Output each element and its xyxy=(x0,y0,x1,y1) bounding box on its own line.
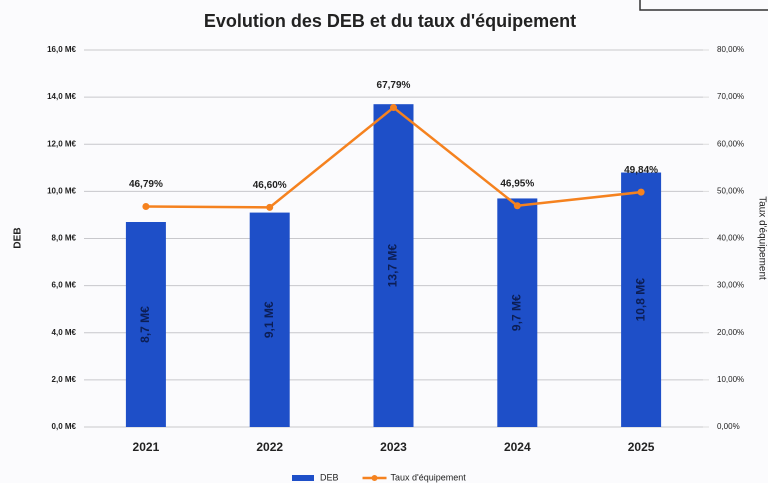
y2-tick-label: 80,00% xyxy=(717,45,744,54)
y2-tick-label: 70,00% xyxy=(717,92,744,101)
line-point xyxy=(637,188,645,196)
legend-label: Taux d'équipement xyxy=(391,472,467,482)
y-tick-label: 4,0 M€ xyxy=(52,328,77,337)
chart-title: Evolution des DEB et du taux d'équipemen… xyxy=(204,11,576,31)
y-tick-label: 10,0 M€ xyxy=(47,186,76,195)
bar-value-label: 8,7 M€ xyxy=(138,306,152,343)
bar xyxy=(249,212,290,427)
y-tick-label: 0,0 M€ xyxy=(52,422,77,431)
line-value-label: 46,60% xyxy=(253,180,287,191)
legend-swatch xyxy=(292,475,314,481)
bar-value-label: 9,1 M€ xyxy=(262,301,276,338)
bar xyxy=(621,172,662,427)
y-tick-label: 16,0 M€ xyxy=(47,45,76,54)
legend-swatch xyxy=(371,475,378,481)
line-point xyxy=(142,203,150,211)
legend-label: DEB xyxy=(320,472,339,482)
bar xyxy=(125,222,166,427)
bar-value-label: 13,7 M€ xyxy=(386,244,400,288)
y2-tick-label: 30,00% xyxy=(717,281,744,290)
y-axis-label: DEB xyxy=(13,227,24,248)
y-tick-label: 8,0 M€ xyxy=(52,234,77,243)
y2-tick-label: 20,00% xyxy=(717,328,744,337)
frame-corner xyxy=(639,0,768,11)
y2-tick-label: 60,00% xyxy=(717,139,744,148)
y2-tick-label: 0,00% xyxy=(717,422,740,431)
line-value-label: 49,84% xyxy=(624,165,658,176)
y-tick-label: 12,0 M€ xyxy=(47,139,76,148)
y2-tick-label: 40,00% xyxy=(717,234,744,243)
y2-tick-label: 50,00% xyxy=(717,186,744,195)
bar xyxy=(373,104,414,427)
line-value-label: 67,79% xyxy=(377,80,411,91)
x-tick-label: 2025 xyxy=(628,440,655,454)
y-tick-label: 2,0 M€ xyxy=(52,375,77,384)
x-tick-label: 2023 xyxy=(380,440,407,454)
bar-value-label: 10,8 M€ xyxy=(633,278,647,322)
bar-value-label: 9,7 M€ xyxy=(509,294,523,331)
y-tick-label: 6,0 M€ xyxy=(52,281,77,290)
x-tick-label: 2024 xyxy=(504,440,531,454)
bar xyxy=(497,198,538,427)
y2-tick-label: 10,00% xyxy=(717,375,744,384)
y2-axis-label: Taux d'équipement xyxy=(756,196,767,280)
line-value-label: 46,95% xyxy=(500,178,534,189)
x-tick-label: 2022 xyxy=(256,440,283,454)
line-point xyxy=(390,104,397,112)
line-point xyxy=(266,203,274,211)
y-tick-label: 14,0 M€ xyxy=(47,92,76,101)
line-point xyxy=(513,202,521,210)
x-tick-label: 2021 xyxy=(133,440,160,454)
line-value-label: 46,79% xyxy=(129,179,163,190)
